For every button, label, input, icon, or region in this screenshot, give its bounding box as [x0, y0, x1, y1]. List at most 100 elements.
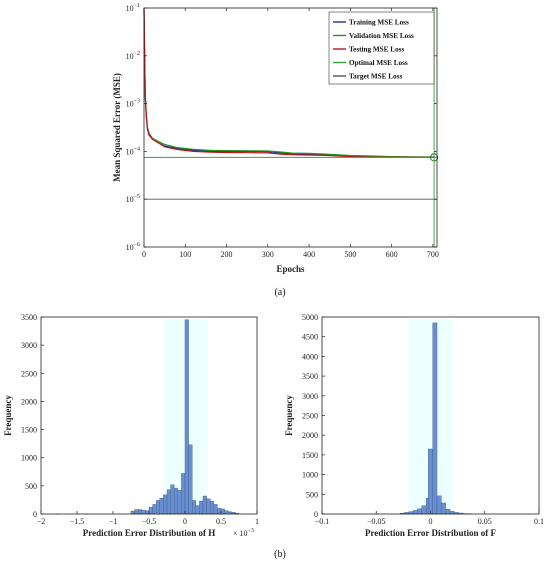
y-tick-label: 10−6	[126, 242, 140, 252]
plot-area	[41, 317, 257, 514]
legend-entry: Target MSE Loss	[349, 73, 402, 81]
y-tick-label: 500	[306, 490, 318, 499]
histogram-bar	[217, 508, 222, 515]
histogram-bar	[134, 509, 139, 515]
histogram-bar	[188, 444, 193, 515]
histogram-bar	[156, 500, 160, 515]
y-tick-label: 10−5	[126, 194, 140, 204]
legend-entry: Testing MSE Loss	[349, 46, 404, 54]
training-loss-chart: 0 100 200 300 400 500 600 700 10−6 10−5 10−4 10−3 10…	[112, 3, 439, 274]
x-multiplier: × 10−3	[233, 528, 254, 538]
histogram-bar	[428, 448, 433, 515]
x-tick-label: 200	[221, 250, 233, 259]
x-axis-label: Epochs	[276, 264, 305, 274]
histogram-bar	[220, 508, 225, 515]
histogram-bar	[417, 508, 422, 515]
histogram-bar	[449, 511, 455, 515]
x-tick-label: −1.5	[70, 517, 85, 526]
y-axis-label: Frequency	[3, 395, 13, 436]
histogram-h: −2 −1.5 −1 −0.5 0 0.5 1 0 500 1000 1500 2000 2500 300…	[3, 313, 259, 538]
y-tick-label: 0	[33, 510, 37, 519]
histogram-bar	[166, 489, 171, 515]
histogram-bar	[412, 510, 418, 515]
histogram-bar	[202, 495, 207, 515]
caption-b: (b)	[274, 549, 286, 560]
x-tick-label: −2	[37, 517, 46, 526]
legend-entry: Training MSE Loss	[349, 19, 409, 27]
histogram-bar	[130, 511, 135, 515]
histogram-bar	[213, 504, 218, 515]
y-tick-label: 3000	[21, 341, 37, 350]
x-tick-label: 0.05	[478, 517, 492, 526]
x-tick-label: 600	[386, 250, 398, 259]
histogram-f: −0.1 −0.05 0 0.05 0.1 0 500 1000 1500 2000 2500 300…	[284, 313, 544, 538]
legend-box	[328, 11, 435, 85]
histogram-bar	[441, 502, 446, 515]
x-tick-label: −1	[109, 517, 118, 526]
y-tick-label: 4500	[302, 333, 318, 342]
histogram-bar	[432, 322, 438, 515]
y-tick-label: 10−2	[126, 51, 140, 61]
x-axis-label: Prediction Error Distribution of F	[365, 528, 496, 538]
legend: Training MSE Loss Validation MSE Loss Test…	[328, 11, 435, 85]
x-tick-label: 0	[429, 517, 433, 526]
x-tick-label: 400	[303, 250, 315, 259]
histogram-bar	[181, 473, 186, 515]
y-tick-label: 2500	[21, 369, 37, 378]
x-tick-label: 0	[183, 517, 187, 526]
legend-entry: Validation MSE Loss	[349, 32, 414, 40]
optimal-marker	[430, 153, 439, 162]
x-axis-label: Prediction Error Distribution of H	[83, 528, 216, 538]
x-tick-label: 1	[255, 517, 259, 526]
x-tick-label: 500	[344, 250, 356, 259]
y-tick-label: 10−4	[126, 146, 140, 156]
histogram-bar	[159, 498, 164, 515]
x-tick-label: 100	[179, 250, 191, 259]
x-tick-label: 0.5	[216, 517, 226, 526]
histogram-bar	[148, 507, 153, 515]
histogram-bar	[199, 500, 204, 515]
y-tick-label: 10−1	[126, 3, 140, 13]
y-tick-label: 1500	[302, 451, 318, 460]
y-tick-label: 1000	[21, 454, 37, 463]
histogram-bar	[141, 509, 146, 515]
y-axis-label: Mean Squared Error (MSE)	[112, 73, 122, 182]
histogram-bar	[210, 500, 214, 515]
histogram-bar	[192, 500, 196, 515]
y-tick-label: 2000	[302, 431, 318, 440]
y-tick-label: 1500	[21, 426, 37, 435]
caption-a: (a)	[274, 287, 285, 298]
legend-entry: Optimal MSE Loss	[349, 59, 408, 67]
y-tick-label: 3500	[21, 313, 37, 322]
y-tick-label: 1000	[302, 471, 318, 480]
x-tick-label: 700	[427, 250, 439, 259]
y-axis-label: Frequency	[284, 395, 294, 436]
y-tick-label: 2000	[21, 397, 37, 406]
histogram-bar	[421, 505, 427, 515]
histogram-bar	[174, 487, 178, 515]
y-tick-label: 3000	[302, 392, 318, 401]
histogram-bar	[195, 505, 200, 515]
histogram-bar	[184, 319, 189, 515]
x-tick-label: 0.1	[534, 517, 544, 526]
histogram-bar	[206, 498, 211, 515]
y-tick-label: 5000	[302, 313, 318, 322]
histogram-bar	[177, 490, 182, 515]
x-tick-label: −0.1	[315, 517, 330, 526]
histogram-bar	[138, 509, 142, 515]
x-tick-label: −0.05	[367, 517, 386, 526]
y-tick-label: 2500	[302, 412, 318, 421]
y-tick-label: 0	[314, 510, 318, 519]
histogram-bar	[145, 510, 150, 515]
histogram-bar	[163, 494, 168, 515]
y-tick-label: 10−3	[126, 99, 140, 109]
y-tick-label: 3500	[302, 372, 318, 381]
histogram-bar	[224, 510, 229, 515]
histogram-bar	[445, 509, 451, 515]
x-tick-label: −0.5	[142, 517, 157, 526]
x-tick-label: 0	[142, 250, 146, 259]
histogram-bar	[152, 504, 157, 515]
y-tick-label: 4000	[302, 352, 318, 361]
plot-frame	[143, 7, 438, 248]
